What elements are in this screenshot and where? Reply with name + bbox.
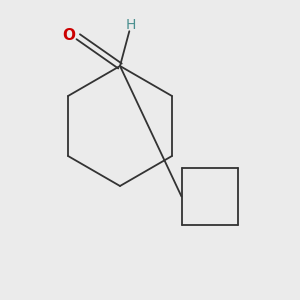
Text: O: O: [63, 28, 76, 43]
Text: H: H: [126, 18, 136, 32]
